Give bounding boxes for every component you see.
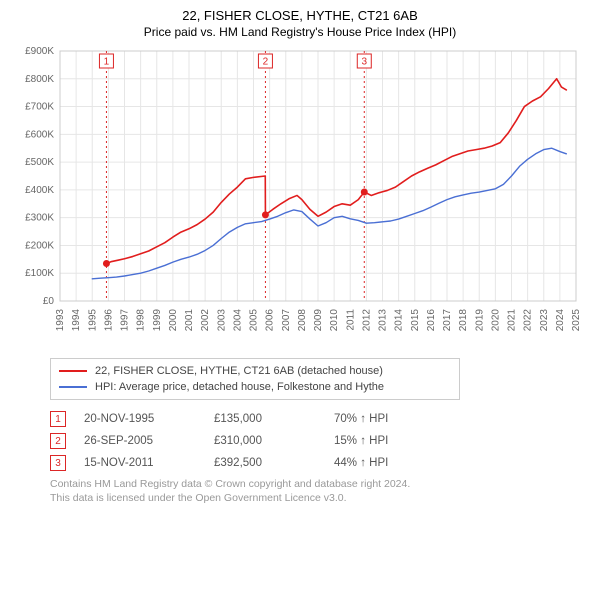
x-tick-label: 2016 <box>426 309 437 332</box>
x-tick-label: 2010 <box>329 309 340 332</box>
event-row-badge: 2 <box>50 433 66 449</box>
y-tick-label: £200K <box>25 240 54 251</box>
event-price: £392,500 <box>214 457 334 469</box>
event-row: 3 15-NOV-2011£392,50044% ↑ HPI <box>50 452 590 474</box>
x-tick-label: 1993 <box>55 309 66 332</box>
x-tick-label: 1995 <box>87 309 98 332</box>
event-row-badge: 3 <box>50 455 66 471</box>
y-tick-label: £500K <box>25 157 54 168</box>
y-tick-label: £700K <box>25 102 54 113</box>
title-line1: 22, FISHER CLOSE, HYTHE, CT21 6AB <box>10 8 590 23</box>
x-tick-label: 2012 <box>361 309 372 332</box>
x-tick-label: 2013 <box>378 309 389 332</box>
y-tick-label: £800K <box>25 74 54 85</box>
legend-row: HPI: Average price, detached house, Folk… <box>59 379 451 395</box>
event-price: £310,000 <box>214 435 334 447</box>
x-tick-label: 2005 <box>249 309 260 332</box>
legend-swatch <box>59 386 87 388</box>
y-tick-label: £100K <box>25 268 54 279</box>
x-tick-label: 1997 <box>120 309 131 332</box>
legend-box: 22, FISHER CLOSE, HYTHE, CT21 6AB (detac… <box>50 358 460 400</box>
footer-line2: This data is licensed under the Open Gov… <box>50 492 590 506</box>
x-tick-label: 2022 <box>523 309 534 332</box>
event-hpi: 44% ↑ HPI <box>334 457 434 469</box>
y-tick-label: £600K <box>25 129 54 140</box>
x-tick-label: 2021 <box>507 309 518 332</box>
x-tick-label: 2017 <box>442 309 453 332</box>
price-vs-hpi-chart: £0 £100K £200K £300K £400K £500K £600K £700K £80… <box>10 45 590 350</box>
event-badge-num: 3 <box>361 57 367 68</box>
x-tick-label: 2002 <box>200 309 211 332</box>
y-tick-label: £400K <box>25 185 54 196</box>
event-date: 26-SEP-2005 <box>84 435 214 447</box>
x-tick-label: 2003 <box>216 309 227 332</box>
x-tick-label: 2024 <box>555 309 566 332</box>
x-tick-label: 2023 <box>539 309 550 332</box>
title-line2: Price paid vs. HM Land Registry's House … <box>10 25 590 39</box>
event-hpi: 70% ↑ HPI <box>334 413 434 425</box>
event-row: 1 20-NOV-1995£135,00070% ↑ HPI <box>50 408 590 430</box>
legend-label: 22, FISHER CLOSE, HYTHE, CT21 6AB (detac… <box>95 365 383 377</box>
x-tick-label: 2025 <box>571 309 582 332</box>
event-date: 20-NOV-1995 <box>84 413 214 425</box>
x-tick-label: 2006 <box>265 309 276 332</box>
event-dot <box>262 211 269 218</box>
x-tick-label: 2004 <box>232 309 243 332</box>
x-tick-label: 2001 <box>184 309 195 332</box>
event-row: 2 26-SEP-2005£310,00015% ↑ HPI <box>50 430 590 452</box>
x-tick-label: 2009 <box>313 309 324 332</box>
x-tick-label: 1996 <box>103 309 114 332</box>
event-dot <box>103 260 110 267</box>
x-tick-label: 2014 <box>394 309 405 332</box>
x-tick-label: 2020 <box>490 309 501 332</box>
x-tick-label: 1998 <box>136 309 147 332</box>
x-tick-label: 2015 <box>410 309 421 332</box>
footer-attribution: Contains HM Land Registry data © Crown c… <box>50 478 590 505</box>
event-date: 15-NOV-2011 <box>84 457 214 469</box>
x-tick-label: 2007 <box>281 309 292 332</box>
event-price: £135,000 <box>214 413 334 425</box>
footer-line1: Contains HM Land Registry data © Crown c… <box>50 478 590 492</box>
x-tick-label: 1999 <box>152 309 163 332</box>
event-dot <box>361 188 368 195</box>
legend-label: HPI: Average price, detached house, Folk… <box>95 381 384 393</box>
legend-row: 22, FISHER CLOSE, HYTHE, CT21 6AB (detac… <box>59 363 451 379</box>
event-badge-num: 1 <box>104 57 110 68</box>
x-tick-label: 2008 <box>297 309 308 332</box>
y-tick-label: £900K <box>25 46 54 57</box>
x-tick-label: 2018 <box>458 309 469 332</box>
x-tick-label: 1994 <box>71 309 82 332</box>
y-tick-label: £0 <box>43 296 55 307</box>
x-tick-label: 2000 <box>168 309 179 332</box>
event-row-badge: 1 <box>50 411 66 427</box>
x-tick-label: 2019 <box>474 309 485 332</box>
x-tick-label: 2011 <box>345 309 356 331</box>
event-hpi: 15% ↑ HPI <box>334 435 434 447</box>
y-tick-label: £300K <box>25 213 54 224</box>
chart-svg: £0 £100K £200K £300K £400K £500K £600K £700K £80… <box>10 45 590 345</box>
events-table: 1 20-NOV-1995£135,00070% ↑ HPI 2 26-SEP-200… <box>50 408 590 474</box>
legend-swatch <box>59 370 87 372</box>
event-badge-num: 2 <box>263 57 269 68</box>
